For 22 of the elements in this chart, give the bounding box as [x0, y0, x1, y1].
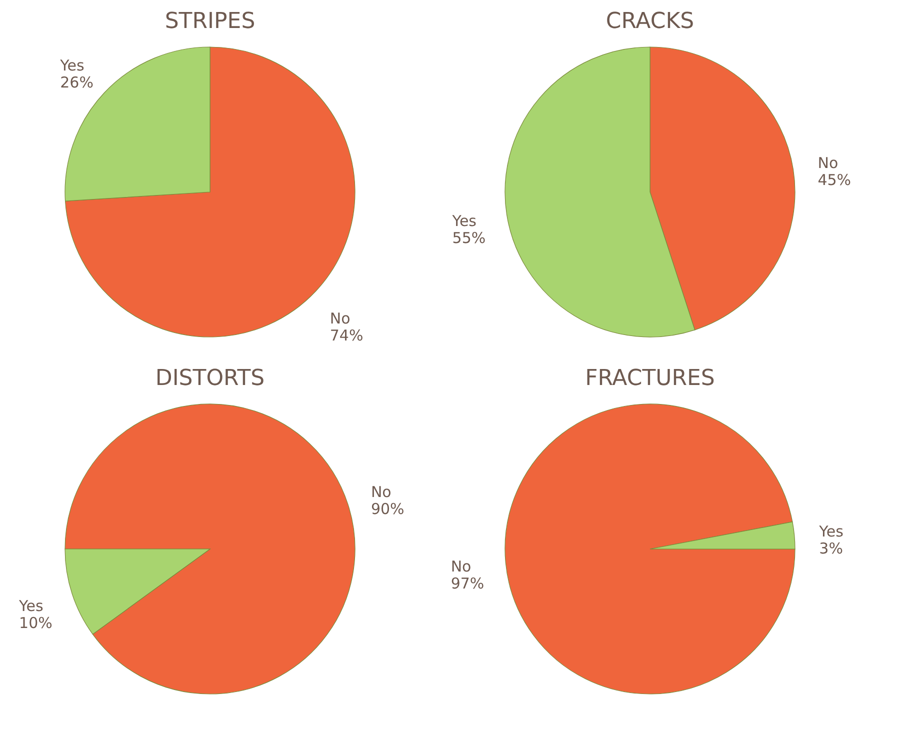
data-label: 26% [60, 73, 94, 92]
data-label: 3% [819, 540, 843, 558]
slice-label: No [370, 482, 392, 501]
slice-label: Yes [818, 522, 844, 541]
slice-label: Yes [451, 212, 477, 230]
data-label: 90% [370, 500, 404, 518]
data-label: 97% [450, 574, 484, 592]
slice-label: No [330, 310, 350, 328]
slice-label: Yes [59, 56, 85, 74]
data-label: 45% [818, 171, 852, 190]
chart-title: STRIPES [164, 9, 256, 34]
slice-label: No [818, 154, 838, 172]
pie-slice [504, 404, 796, 694]
data-label: 10% [19, 614, 52, 632]
chart-title: CRACKS [606, 9, 694, 34]
slice-label: No [450, 557, 472, 576]
data-label: 55% [452, 228, 486, 247]
pie-slice [64, 404, 356, 694]
chart-title: FRACTURES [585, 366, 715, 391]
data-label: 74% [330, 326, 364, 345]
chart-title: DISTORTS [155, 366, 265, 391]
slice-label: Yes [18, 597, 44, 616]
